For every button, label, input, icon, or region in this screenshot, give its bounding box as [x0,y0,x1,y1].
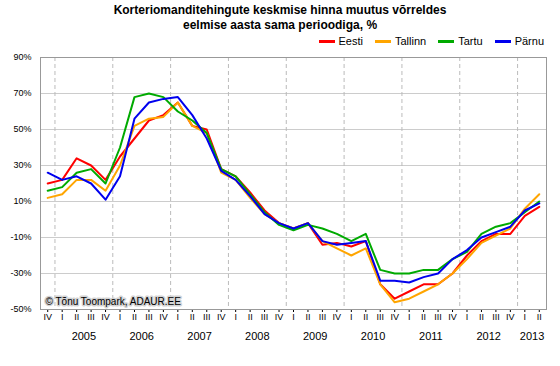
svg-text:70%: 70% [13,88,31,98]
html-text:Tallinn: Tallinn [395,35,427,47]
svg-text:2013: 2013 [520,330,544,342]
html-text:Eesti: Eesti [338,35,363,47]
svg-text:I: I [61,312,64,322]
html-text:Pärnu: Pärnu [514,35,544,47]
svg-text:I: I [177,312,180,322]
svg-text:II: II [132,312,137,322]
svg-text:2008: 2008 [245,330,269,342]
svg-text:II: II [479,312,484,322]
svg-text:50%: 50% [13,124,31,134]
svg-text:© Tõnu Toompark, ADAUR.EE: © Tõnu Toompark, ADAUR.EE [46,296,182,307]
svg-text:III: III [319,312,327,322]
svg-text:II: II [74,312,79,322]
svg-text:-30%: -30% [10,268,31,278]
svg-text:IV: IV [159,312,168,322]
svg-text:II: II [248,312,253,322]
svg-text:IV: IV [101,312,110,322]
svg-text:2007: 2007 [187,330,211,342]
svg-text:-10%: -10% [10,232,31,242]
svg-text:III: III [87,312,95,322]
svg-text:I: I [350,312,353,322]
svg-text:2009: 2009 [303,330,327,342]
svg-text:III: III [376,312,384,322]
svg-text:IV: IV [390,312,399,322]
svg-text:2010: 2010 [361,330,385,342]
html-text:Korteriomanditehingute keskmis: Korteriomanditehingute keskmise hinna mu… [113,3,447,32]
svg-text:30%: 30% [13,160,31,170]
svg-text:I: I [119,312,122,322]
svg-text:III: III [261,312,269,322]
svg-text:II: II [305,312,310,322]
svg-text:-50%: -50% [10,304,31,314]
svg-text:I: I [466,312,469,322]
svg-text:2006: 2006 [129,330,153,342]
svg-text:I: I [524,312,527,322]
svg-text:10%: 10% [13,196,31,206]
svg-text:IV: IV [333,312,342,322]
svg-text:III: III [203,312,211,322]
svg-text:IV: IV [506,312,515,322]
svg-text:IV: IV [43,312,52,322]
svg-text:IV: IV [217,312,226,322]
svg-text:II: II [363,312,368,322]
svg-text:III: III [434,312,442,322]
svg-text:II: II [190,312,195,322]
svg-text:IV: IV [448,312,457,322]
svg-text:2012: 2012 [476,330,500,342]
svg-text:2005: 2005 [72,330,96,342]
svg-text:I: I [292,312,295,322]
svg-text:2011: 2011 [419,330,443,342]
svg-text:90%: 90% [13,52,31,62]
svg-text:I: I [234,312,237,322]
svg-text:II: II [421,312,426,322]
html-text:Tartu: Tartu [458,35,483,47]
svg-text:II: II [537,312,542,322]
svg-text:III: III [145,312,153,322]
svg-text:I: I [408,312,411,322]
svg-text:III: III [492,312,500,322]
svg-text:IV: IV [275,312,284,322]
